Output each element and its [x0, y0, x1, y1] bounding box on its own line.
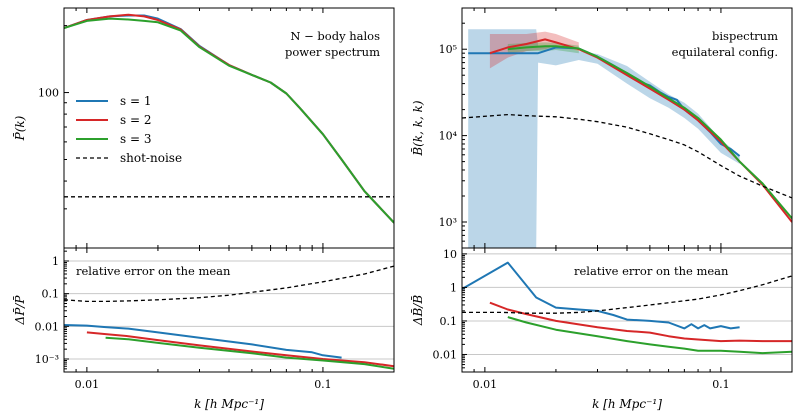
y-tick-label: 10⁵: [439, 43, 457, 56]
annotation-text: bispectrum: [712, 29, 778, 43]
annotation-text: N − body halos: [290, 29, 380, 43]
panel-right_top: 10³ 10⁴ 10⁵ B̄(k, k, k) bispectrum equilatera…: [410, 7, 793, 249]
plot-area-left_bottom: [64, 260, 394, 370]
x-axis-label: k [h Mpc⁻¹]: [592, 397, 662, 411]
legend-label: shot-noise: [120, 151, 182, 165]
y-tick-label: 0.1: [42, 288, 60, 301]
legend-label: s = 1: [120, 94, 151, 108]
plot-area-right_bottom: [462, 253, 792, 355]
series-line-shot: [462, 275, 792, 314]
error-band-s1: [468, 29, 740, 248]
panel-right_bottom: 10 1 0.1 0.01 0.01 0.1 ΔB̄/B̄ k [h Mpc⁻¹] relati…: [410, 247, 793, 411]
legend: s = 1 s = 2 s = 3 shot-noise: [76, 94, 182, 165]
panel-left_top: 100 P̄(k) N − body halos power spectrum s = …: [12, 7, 395, 249]
y-axis-label: ΔP̄/P̄: [12, 295, 27, 326]
x-axis-label: k [h Mpc⁻¹]: [194, 397, 264, 411]
panel-left_bottom: 1 0.1 0.01 10⁻³ 0.01 0.1 ΔP̄/P̄ k [h Mpc⁻¹] rela…: [12, 247, 395, 411]
legend-label: s = 2: [120, 113, 151, 127]
series-line-s2: [86, 331, 394, 368]
y-axis-label: P̄(k): [12, 115, 27, 141]
y-tick-label: 0.1: [440, 315, 458, 328]
x-tick-label: 0.1: [314, 378, 332, 391]
y-axis-label: B̄(k, k, k): [410, 100, 425, 157]
series-line-s3: [105, 336, 394, 370]
y-tick-label: 100: [38, 87, 59, 100]
x-tick-label: 0.01: [473, 378, 498, 391]
y-tick-label: 10: [443, 248, 457, 261]
x-tick-label: 0.1: [712, 378, 730, 391]
series-line-s1: [64, 324, 342, 359]
y-tick-label: 10⁴: [439, 130, 458, 143]
annotation-text: relative error on the mean: [76, 264, 231, 278]
x-tick-label: 0.01: [75, 378, 100, 391]
series-line-s3: [507, 316, 792, 355]
y-tick-label: 0.01: [433, 348, 458, 361]
y-tick-label: 1: [450, 281, 457, 294]
y-axis-label: ΔB̄/B̄: [410, 295, 425, 327]
y-tick-label: 1: [52, 255, 59, 268]
series-line-s3: [64, 17, 394, 224]
series-line-s3: [507, 45, 792, 220]
error-band-s2: [489, 31, 579, 69]
series-line-shot: [462, 113, 792, 199]
series-line-s1: [462, 261, 740, 330]
plot-area-right_top: [462, 29, 792, 248]
y-tick-label: 10⁻³: [35, 353, 59, 366]
legend-label: s = 3: [120, 132, 151, 146]
axes-frame: [63, 7, 395, 249]
annotation-text: equilateral config.: [672, 45, 778, 59]
plot-area-left_top: [64, 13, 394, 224]
annotation-text: power spectrum: [285, 45, 380, 59]
series-line-s2: [489, 301, 792, 343]
y-tick-label: 10³: [439, 216, 457, 229]
y-tick-label: 0.01: [35, 320, 60, 333]
annotation-text: relative error on the mean: [574, 264, 729, 278]
series-line-shot: [64, 265, 394, 303]
